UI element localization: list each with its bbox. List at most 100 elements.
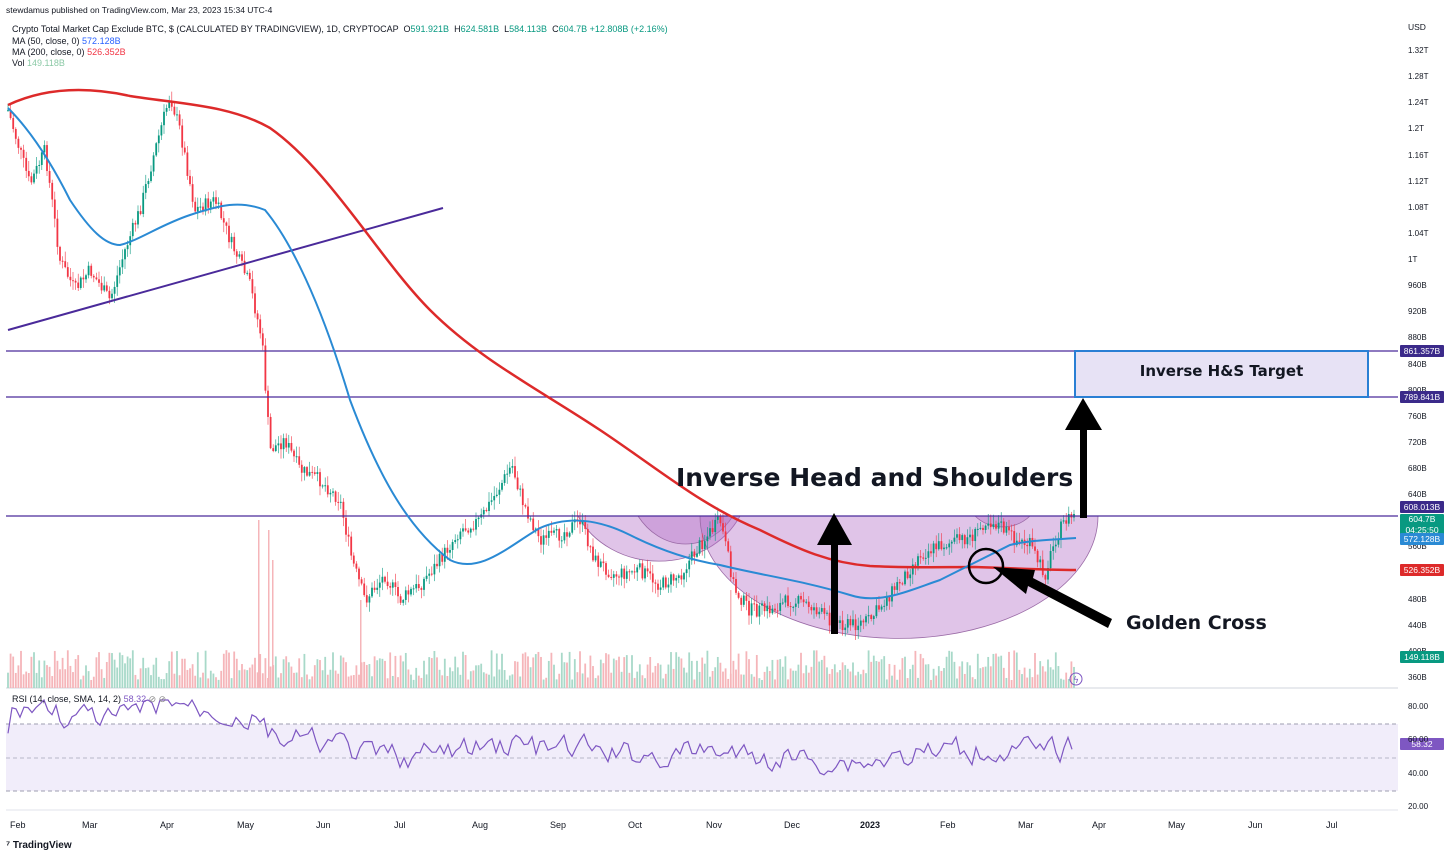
candle-body xyxy=(199,206,202,208)
candle-body xyxy=(391,582,394,588)
candle-body xyxy=(800,596,802,600)
candle-body xyxy=(319,472,321,487)
candle-body xyxy=(196,206,199,212)
volume-bar xyxy=(813,650,815,688)
volume-bar xyxy=(506,679,509,688)
candle-body xyxy=(826,612,828,614)
candle-body xyxy=(963,535,966,545)
candle-body xyxy=(958,534,961,541)
volume-bar xyxy=(217,679,220,688)
volume-bar xyxy=(35,672,38,688)
volume-bar xyxy=(428,657,431,688)
candle-body xyxy=(469,528,472,533)
price-tick: 840B xyxy=(1408,359,1427,369)
volume-bar xyxy=(376,660,379,688)
candle-body xyxy=(160,125,163,136)
volume-bar xyxy=(696,660,698,688)
volume-bar xyxy=(576,672,579,688)
candle-body xyxy=(1052,546,1055,552)
ma50-legend[interactable]: MA (50, close, 0) 572.128B xyxy=(12,36,121,46)
event-icon-glyph: ϟ xyxy=(1073,676,1079,686)
volume-bar xyxy=(810,666,813,688)
candle-body xyxy=(956,534,958,538)
tradingview-logo[interactable]: ⁷ TradingView xyxy=(6,840,72,851)
candle-body xyxy=(839,620,841,623)
candle-body xyxy=(105,285,108,291)
volume-bar xyxy=(880,659,883,688)
rsi-legend[interactable]: RSI (14, close, SMA, 14, 2) 58.32 ⊘ ⊘ xyxy=(12,694,167,704)
candle-body xyxy=(423,578,425,590)
vol-legend[interactable]: Vol 149.118B xyxy=(12,58,65,68)
candle-body xyxy=(371,587,373,597)
volume-bar xyxy=(155,657,158,688)
candle-body xyxy=(584,521,587,529)
volume-bar xyxy=(277,677,280,688)
candle-body xyxy=(1013,531,1016,546)
volume-bar xyxy=(25,671,28,688)
candle-body xyxy=(277,443,280,446)
volume-bar xyxy=(243,669,246,688)
ohlc-high: H624.581B xyxy=(454,24,500,34)
candle-body xyxy=(92,275,95,278)
volume-bar xyxy=(142,657,145,688)
candle-body xyxy=(12,118,15,129)
volume-bar xyxy=(841,662,844,688)
price-tick: 720B xyxy=(1408,437,1427,447)
volume-bar xyxy=(415,667,418,688)
volume-bar xyxy=(412,679,415,688)
volume-bar xyxy=(30,656,33,688)
candle-body xyxy=(1065,520,1068,524)
volume-bar xyxy=(488,674,490,688)
volume-bar xyxy=(599,659,602,688)
candle-body xyxy=(20,147,22,150)
candle-body xyxy=(659,587,662,590)
candle-body xyxy=(399,596,402,603)
volume-bar xyxy=(225,650,228,688)
ma200-legend[interactable]: MA (200, close, 0) 526.352B xyxy=(12,47,126,57)
candle-body xyxy=(170,101,173,107)
volume-bar xyxy=(293,672,295,688)
volume-bar xyxy=(1054,652,1057,688)
candle-body xyxy=(337,501,340,503)
candle-body xyxy=(711,528,714,533)
candle-body xyxy=(503,474,506,483)
candle-body xyxy=(482,509,485,515)
candle-body xyxy=(880,606,883,610)
candle-body xyxy=(488,501,490,512)
volume-bar xyxy=(1036,674,1039,688)
candle-body xyxy=(540,536,542,545)
candle-body xyxy=(173,106,176,115)
price-tick: 1.08T xyxy=(1408,202,1429,212)
volume-bar xyxy=(875,661,878,688)
volume-bar xyxy=(475,665,477,688)
candle-body xyxy=(77,282,80,288)
volume-bar xyxy=(87,671,90,688)
volume-bar xyxy=(441,675,444,688)
rsi-tick: 80.00 xyxy=(1408,702,1429,711)
candle-body xyxy=(293,450,295,457)
volume-bar xyxy=(758,678,761,688)
volume-bar xyxy=(410,674,412,688)
volume-bar xyxy=(748,659,750,688)
volume-bar xyxy=(22,674,25,688)
volume-bar xyxy=(714,667,717,688)
candle-body xyxy=(781,602,784,604)
candle-body xyxy=(1021,539,1023,542)
candle-body xyxy=(472,528,475,530)
volume-bar xyxy=(550,652,553,688)
volume-bar xyxy=(241,664,243,688)
volume-bar xyxy=(254,657,256,688)
candle-body xyxy=(917,556,919,566)
volume-bar xyxy=(566,662,568,688)
candle-body xyxy=(727,541,730,552)
volume-bar xyxy=(246,670,249,688)
candle-body xyxy=(1018,540,1021,542)
candle-body xyxy=(1010,530,1013,532)
volume-bar xyxy=(605,653,607,688)
volume-bar xyxy=(215,677,217,688)
candle-body xyxy=(261,333,264,346)
target-box xyxy=(1074,350,1369,398)
candle-body xyxy=(995,524,997,529)
time-tick: Sep xyxy=(550,820,567,830)
